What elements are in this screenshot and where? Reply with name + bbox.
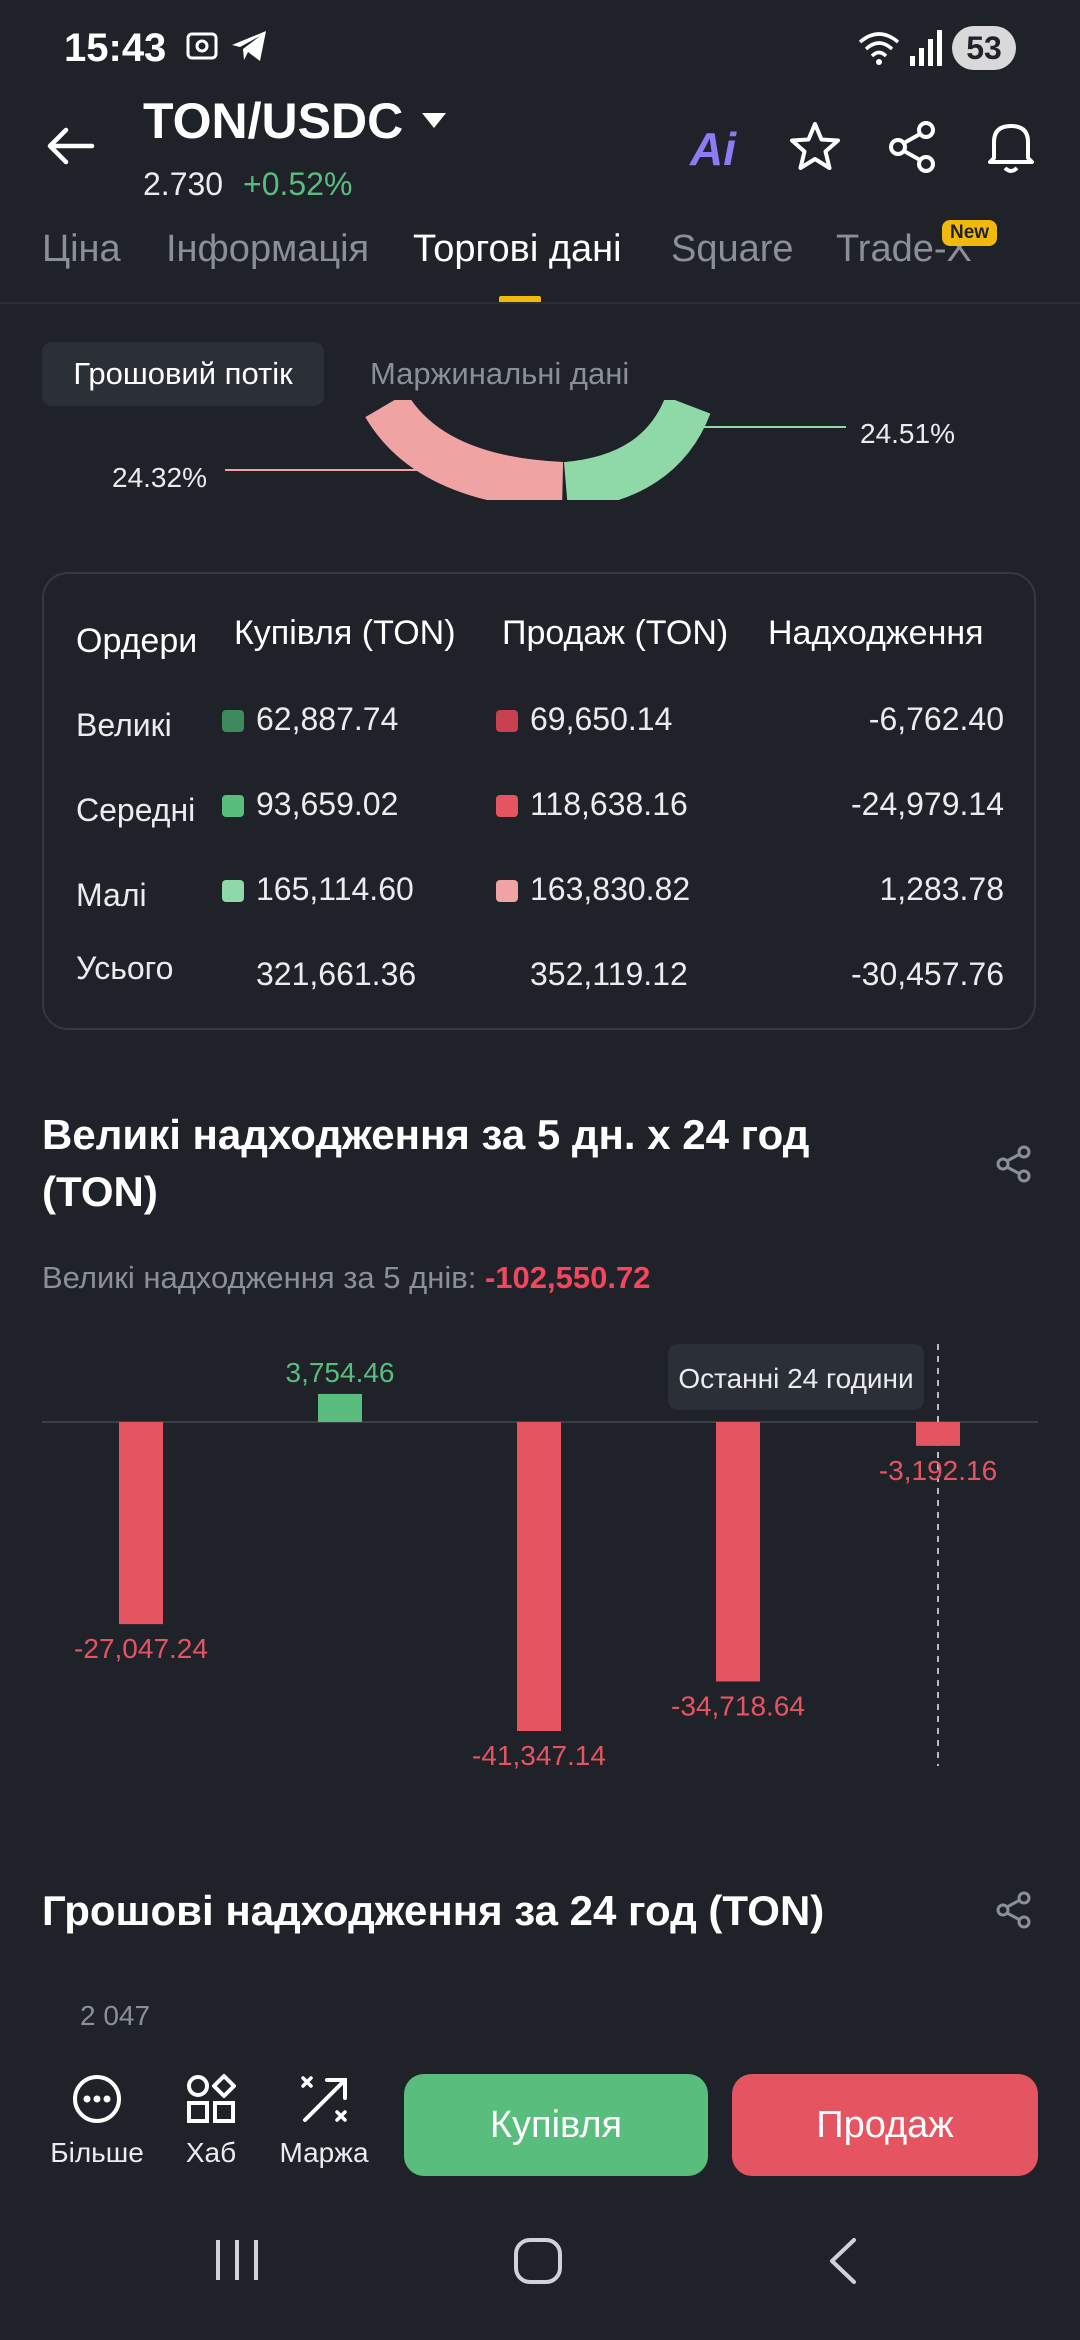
cell-inflow-medium: -24,979.14: [850, 786, 1004, 822]
chart-tooltip-box: [668, 1344, 924, 1410]
margin-icon: [301, 2076, 347, 2122]
big-inflow-value: -102,550.72: [484, 1260, 651, 1295]
cell-buy-large: 62,887.74: [222, 701, 398, 738]
tab-square[interactable]: Square: [671, 228, 794, 270]
active-tab-indicator: [499, 296, 541, 304]
recent-apps-icon[interactable]: [212, 2236, 262, 2284]
home-icon[interactable]: [512, 2236, 564, 2286]
donut-chart: [225, 400, 846, 500]
bell-icon[interactable]: [984, 118, 1038, 176]
cell-inflow-large: -6,762.40: [868, 701, 1004, 737]
legend-swatch: [496, 795, 518, 817]
inflow-24h-tick: 2 047: [80, 2000, 151, 2031]
cell-inflow-small: 1,283.78: [879, 871, 1004, 907]
legend-swatch: [496, 880, 518, 902]
big-inflow-bar-chart: Останні 24 години -27,047.24 3,754.46 -41,…: [42, 1344, 1038, 1771]
donut-label-right: 24.51%: [860, 418, 955, 449]
hub-label: Хаб: [185, 2137, 237, 2168]
donut-label-left: 24.32%: [112, 462, 207, 493]
subtab-margin-data[interactable]: Маржинальні дані: [370, 356, 630, 391]
back-icon[interactable]: [822, 2236, 862, 2286]
chart-bar-label: -34,718.64: [671, 1690, 805, 1721]
chart-bar: [318, 1393, 362, 1422]
share-icon[interactable]: [994, 1144, 1034, 1184]
header-sell: Продаж (TON): [502, 614, 729, 652]
cell-buy-small: 165,114.60: [222, 871, 414, 908]
row-label-small: Малі: [76, 877, 147, 913]
tab-info[interactable]: Інформація: [166, 228, 370, 270]
big-inflow-summary: Великі надходження за 5 днів: -102,550.7…: [42, 1260, 651, 1295]
ai-icon[interactable]: Ai: [690, 123, 736, 175]
header-orders: Ордери: [76, 622, 198, 660]
big-inflow-title: Великі надходження за 5 дн. x 24 год (TO…: [42, 1111, 810, 1215]
inflow-24h-title: Грошові надходження за 24 год (TON): [42, 1887, 825, 1934]
hub-icon: [187, 2074, 236, 2123]
battery-indicator: 53: [952, 26, 1016, 70]
legend-swatch: [222, 880, 244, 902]
margin-button[interactable]: Маржа: [269, 2072, 379, 2169]
cell-sell-large: 69,650.14: [496, 701, 672, 738]
tab-price[interactable]: Ціна: [42, 228, 121, 270]
telegram-icon: [232, 31, 266, 61]
legend-swatch: [222, 795, 244, 817]
more-icon: [73, 2075, 121, 2123]
status-time: 15:43: [64, 26, 167, 70]
chart-bar: [119, 1422, 163, 1625]
chart-bar-label: 3,754.46: [286, 1357, 395, 1388]
legend-swatch: [222, 710, 244, 732]
cell-sell-medium: 118,638.16: [496, 786, 688, 823]
pair-title[interactable]: TON/USDC: [143, 93, 404, 149]
header-inflow: Надходження: [768, 614, 984, 652]
chevron-down-icon[interactable]: [419, 110, 449, 132]
chart-bar: [517, 1422, 561, 1731]
legend-swatch: [496, 710, 518, 732]
pair-change: +0.52%: [243, 166, 353, 202]
more-label: Більше: [50, 2137, 144, 2168]
chart-tooltip: Останні 24 години: [678, 1363, 913, 1394]
row-label-medium: Середні: [76, 792, 196, 828]
wifi-icon: [858, 32, 900, 65]
more-button[interactable]: Більше: [42, 2072, 152, 2169]
cell-buy-medium: 93,659.02: [222, 786, 398, 823]
orders-table: [42, 572, 1036, 1030]
back-arrow-icon[interactable]: [44, 124, 96, 168]
row-label-total: Усього: [76, 950, 174, 986]
tab-trading-data[interactable]: Торгові дані: [413, 228, 622, 270]
cell-sell-total: 352,119.12: [530, 956, 688, 992]
cell-buy-total: 321,661.36: [256, 956, 417, 992]
cell-inflow-total: -30,457.76: [850, 956, 1004, 992]
chart-bar: [716, 1422, 760, 1682]
hub-button[interactable]: Хаб: [156, 2072, 266, 2169]
screenshot-icon: [186, 32, 218, 60]
tabs-divider: [0, 302, 1080, 304]
cell-sell-small: 163,830.82: [496, 871, 690, 908]
buy-button[interactable]: Купівля: [404, 2074, 708, 2176]
star-icon[interactable]: [788, 120, 842, 174]
chart-bar: [916, 1422, 960, 1446]
header-buy: Купівля (TON): [234, 614, 456, 652]
chart-bar-label: -27,047.24: [74, 1633, 208, 1664]
chart-bar-label: -41,347.14: [472, 1740, 606, 1771]
margin-label: Маржа: [279, 2137, 369, 2168]
chart-bar-label: -3,192.16: [879, 1455, 997, 1486]
share-icon[interactable]: [886, 120, 940, 174]
signal-icon: [910, 30, 942, 66]
sell-button[interactable]: Продаж: [732, 2074, 1038, 2176]
share-icon[interactable]: [994, 1890, 1034, 1930]
subtab-money-flow[interactable]: Грошовий потік: [42, 342, 324, 406]
row-label-large: Великі: [76, 707, 172, 743]
new-badge: New: [942, 220, 998, 246]
pair-price: 2.730: [143, 166, 224, 202]
